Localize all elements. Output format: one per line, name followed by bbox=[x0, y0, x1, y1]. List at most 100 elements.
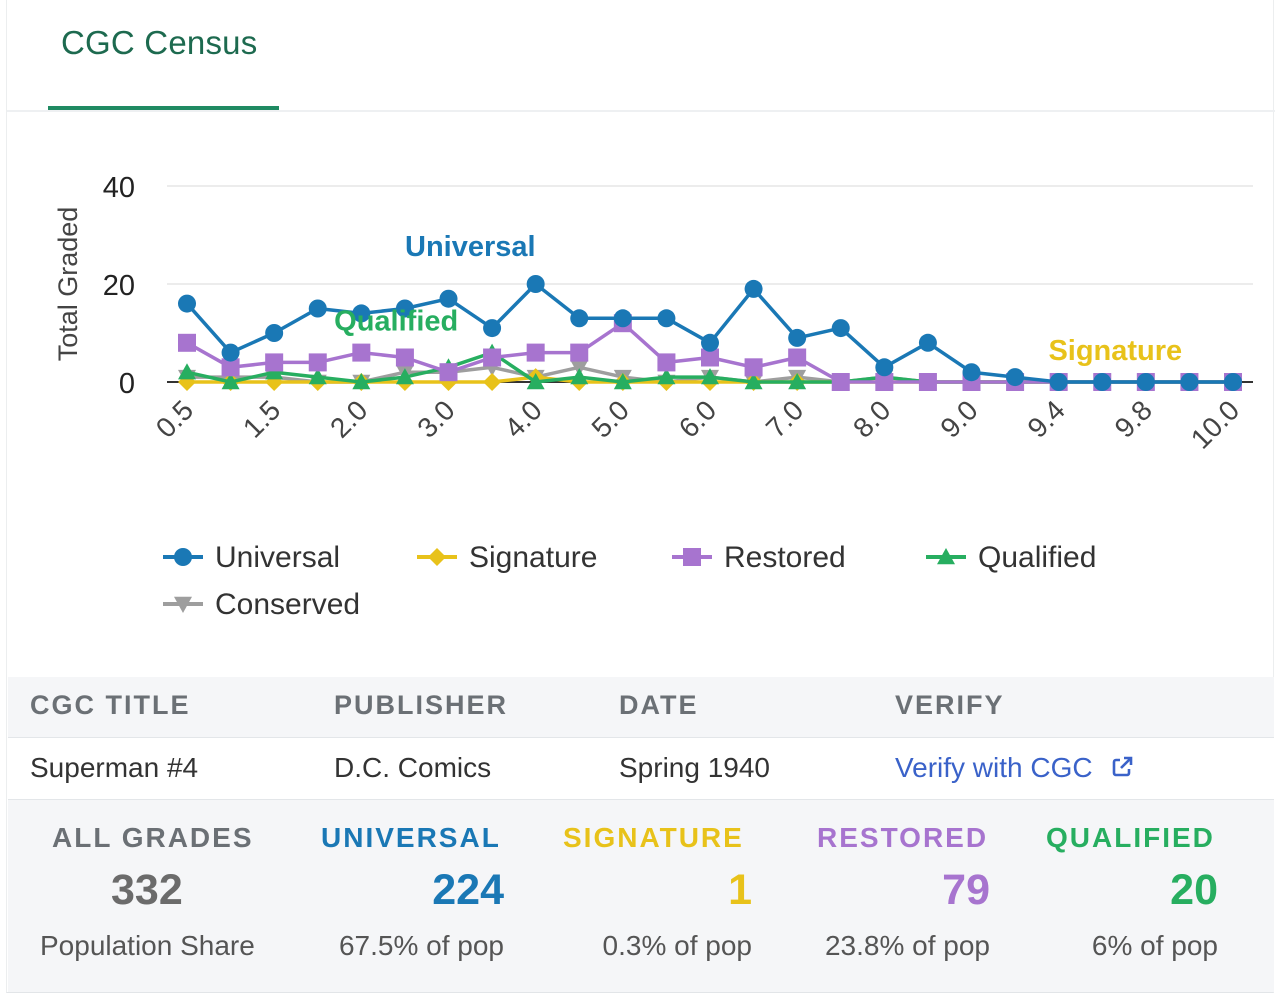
header-cgc-title: CGC TITLE bbox=[30, 690, 191, 720]
header-publisher: PUBLISHER bbox=[334, 690, 509, 720]
stat-qualified: QUALIFIED 20 6% of pop bbox=[1020, 800, 1274, 990]
data-point-qualified bbox=[788, 373, 807, 390]
data-point-qualified bbox=[352, 373, 371, 390]
external-link-icon[interactable] bbox=[1110, 754, 1134, 786]
x-tick-label: 1.5 bbox=[237, 394, 286, 443]
data-point-qualified bbox=[526, 373, 545, 390]
x-tick-label: 5.0 bbox=[586, 394, 635, 443]
legend-marker bbox=[937, 548, 955, 565]
verify-link-text[interactable]: Verify with CGC bbox=[895, 752, 1093, 783]
x-tick-label: 8.0 bbox=[847, 394, 896, 443]
data-point-restored bbox=[657, 353, 676, 372]
stat-restored: RESTORED 79 23.8% of pop bbox=[782, 800, 1020, 990]
data-point-signature bbox=[483, 373, 502, 391]
data-point-restored bbox=[308, 353, 327, 372]
data-point-universal bbox=[483, 319, 502, 338]
x-tick-label: 9.4 bbox=[1021, 394, 1070, 443]
legend-item-universal[interactable]: Universal bbox=[163, 541, 340, 574]
stat-label: UNIVERSAL bbox=[321, 822, 501, 853]
stat-signature: SIGNATURE 1 0.3% of pop bbox=[534, 800, 782, 990]
x-tick-label: 10.0 bbox=[1185, 394, 1245, 454]
data-point-qualified bbox=[570, 368, 589, 385]
data-point-restored bbox=[701, 348, 719, 367]
stat-label: RESTORED bbox=[817, 822, 989, 853]
data-point-universal bbox=[701, 333, 719, 352]
data-point-restored bbox=[526, 343, 545, 362]
stat-universal: UNIVERSAL 224 67.5% of pop bbox=[294, 800, 534, 990]
stat-value: 224 bbox=[432, 866, 504, 914]
info-table-row: Superman #4 D.C. Comics Spring 1940 Veri… bbox=[8, 738, 1274, 800]
data-point-universal bbox=[526, 275, 545, 293]
stat-label: ALL GRADES bbox=[52, 822, 254, 853]
stat-sub: 67.5% of pop bbox=[338, 930, 504, 961]
data-point-qualified bbox=[657, 368, 676, 385]
x-tick-label: 4.0 bbox=[498, 394, 547, 443]
data-point-universal bbox=[1049, 373, 1068, 391]
stat-sub: 6% of pop bbox=[1091, 930, 1218, 961]
x-tick-label: 3.0 bbox=[411, 394, 460, 443]
annotation-qualified: Qualified bbox=[334, 306, 458, 338]
info-table-header: CGC TITLE PUBLISHER DATE VERIFY bbox=[8, 677, 1274, 738]
chart-annotations: Universal Qualified Signature bbox=[334, 231, 1182, 367]
data-point-universal bbox=[831, 319, 850, 338]
legend-marker bbox=[174, 548, 192, 566]
data-point-restored bbox=[831, 373, 850, 391]
legend-label: Restored bbox=[724, 541, 846, 574]
legend-label: Qualified bbox=[978, 541, 1096, 574]
data-point-universal bbox=[439, 289, 458, 308]
data-point-universal bbox=[613, 309, 632, 328]
legend-marker bbox=[683, 548, 701, 566]
data-point-restored bbox=[178, 333, 196, 352]
x-tick-label: 7.0 bbox=[760, 394, 809, 443]
x-axis-ticks: 0.5 1.5 2.0 3.0 4.0 5.0 6.0 7.0 8.0 9.0 9.4 9.8 10.0 bbox=[150, 394, 1245, 454]
chart-legend[interactable]: Universal Signature Restored Qualified Conse… bbox=[163, 541, 1096, 621]
data-point-universal bbox=[962, 363, 981, 382]
annotation-universal: Universal bbox=[405, 231, 536, 263]
data-point-restored bbox=[744, 358, 763, 377]
census-chart: 0 20 40 Total Graded 0.5 1.5 2.0 3.0 4.0 5.0 6.0… bbox=[53, 172, 1253, 621]
data-point-universal bbox=[1136, 373, 1155, 391]
legend-item-restored[interactable]: Restored bbox=[672, 541, 846, 574]
legend-item-qualified[interactable]: Qualified bbox=[926, 541, 1096, 574]
data-point-qualified bbox=[221, 373, 240, 390]
data-point-universal bbox=[178, 294, 196, 313]
data-point-universal bbox=[1180, 373, 1199, 391]
data-point-universal bbox=[1006, 368, 1025, 387]
chart-series bbox=[178, 275, 1242, 391]
data-point-qualified bbox=[395, 368, 414, 385]
data-point-universal bbox=[1093, 373, 1112, 391]
tab-label: CGC Census bbox=[61, 24, 258, 61]
data-point-universal bbox=[221, 343, 240, 362]
stat-sub: 0.3% of pop bbox=[602, 930, 752, 961]
x-tick-label: 6.0 bbox=[673, 394, 722, 443]
date-value: Spring 1940 bbox=[619, 752, 771, 783]
y-tick-label: 0 bbox=[119, 368, 135, 400]
legend-marker bbox=[428, 548, 446, 566]
tab-cgc-census[interactable]: CGC Census bbox=[48, 22, 279, 110]
data-point-qualified bbox=[308, 368, 327, 385]
verify-with-cgc-link[interactable]: Verify with CGC bbox=[895, 752, 1134, 786]
data-point-universal bbox=[918, 333, 937, 352]
data-point-universal bbox=[395, 299, 414, 318]
legend-item-conserved[interactable]: Conserved bbox=[163, 588, 360, 621]
stat-value: 1 bbox=[728, 866, 752, 914]
data-point-universal bbox=[265, 324, 284, 342]
data-point-restored bbox=[483, 348, 502, 367]
stat-label: SIGNATURE bbox=[563, 822, 744, 853]
x-tick-label: 9.0 bbox=[934, 394, 983, 443]
data-point-restored bbox=[352, 343, 371, 362]
legend-label: Universal bbox=[215, 541, 340, 574]
publisher-value: D.C. Comics bbox=[334, 752, 492, 783]
grade-stats: ALL GRADES 332 Population Share UNIVERSA… bbox=[8, 800, 1274, 992]
x-tick-label: 2.0 bbox=[324, 394, 373, 443]
cgc-census-card: CGC Census 0 20 40 Total Graded 0.5 1.5 2.0 3… bbox=[6, 0, 1275, 993]
data-point-restored bbox=[570, 343, 589, 362]
header-date: DATE bbox=[619, 690, 699, 720]
data-point-universal bbox=[352, 304, 371, 323]
x-tick-label: 0.5 bbox=[150, 394, 199, 443]
data-point-restored bbox=[265, 353, 284, 372]
annotation-signature: Signature bbox=[1048, 335, 1182, 367]
cgc-title-value: Superman #4 bbox=[30, 752, 199, 783]
legend-item-signature[interactable]: Signature bbox=[417, 541, 597, 574]
legend-marker bbox=[174, 596, 192, 613]
